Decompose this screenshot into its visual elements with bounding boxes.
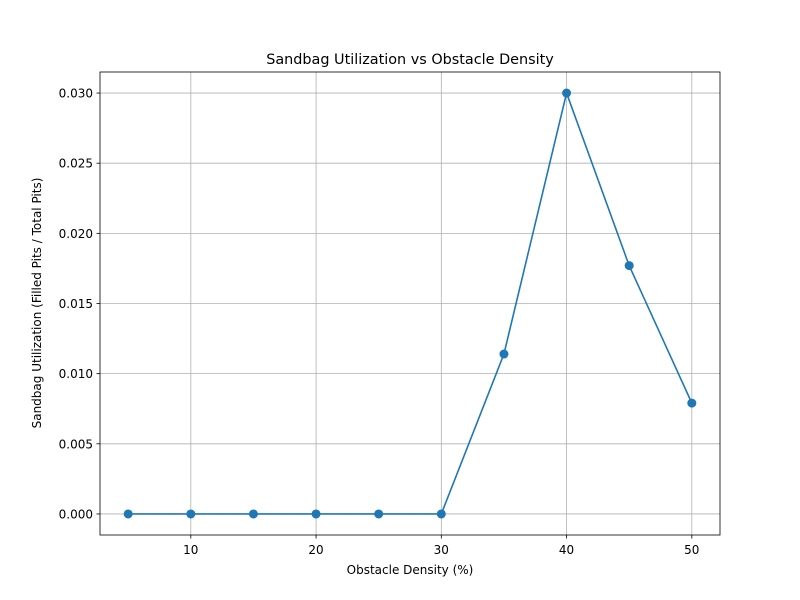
x-tick-label: 50 bbox=[684, 543, 699, 557]
y-tick-label: 0.000 bbox=[59, 507, 93, 521]
x-tick-label: 30 bbox=[434, 543, 449, 557]
data-point bbox=[248, 509, 258, 519]
x-tick-label: 10 bbox=[183, 543, 198, 557]
y-tick-label: 0.025 bbox=[59, 157, 93, 171]
x-axis-label: Obstacle Density (%) bbox=[347, 563, 474, 577]
data-point bbox=[311, 509, 321, 519]
y-tick-label: 0.030 bbox=[59, 87, 93, 101]
data-point bbox=[687, 398, 697, 408]
data-point bbox=[436, 509, 446, 519]
data-point bbox=[123, 509, 133, 519]
data-point bbox=[499, 349, 509, 359]
y-tick-label: 0.020 bbox=[59, 227, 93, 241]
chart-title: Sandbag Utilization vs Obstacle Density bbox=[266, 52, 554, 68]
x-tick-label: 40 bbox=[559, 543, 574, 557]
data-point bbox=[624, 261, 634, 271]
x-tick-label: 20 bbox=[308, 543, 323, 557]
y-tick-label: 0.015 bbox=[59, 297, 93, 311]
data-point bbox=[186, 509, 196, 519]
y-tick-label: 0.005 bbox=[59, 437, 93, 451]
series-line bbox=[128, 92, 693, 515]
axes-layer: 10 20 30 40 50 0.000 0.005 0.010 0.015 0.020 0.025… bbox=[59, 71, 721, 557]
y-axis-label: Sandbag Utilization (Filled Pits / Total… bbox=[30, 178, 44, 429]
data-point bbox=[562, 88, 572, 98]
y-tick-label: 0.010 bbox=[59, 367, 93, 381]
data-point bbox=[374, 509, 384, 519]
series-layer bbox=[123, 88, 697, 519]
